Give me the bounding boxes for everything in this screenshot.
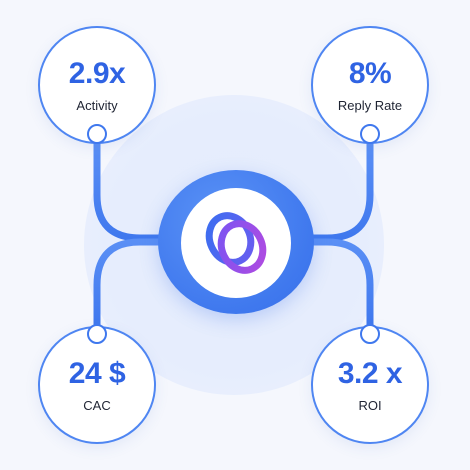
- metric-value: 24 $: [68, 356, 126, 390]
- connector-top-right: [301, 140, 374, 242]
- metric-card-roi: 3.2 x ROI: [311, 326, 429, 444]
- connector-bottom-left: [93, 238, 169, 330]
- connector-dot-top-right: [360, 124, 380, 144]
- metric-value: 2.9x: [68, 56, 126, 90]
- metric-card-cac: 24 $ CAC: [38, 326, 156, 444]
- connector-dot-bottom-right: [360, 324, 380, 344]
- interlocking-rings-logo-icon: [205, 212, 267, 274]
- connector-top-left: [93, 140, 169, 242]
- metric-label: CAC: [83, 397, 111, 413]
- hub-inner-circle: [181, 188, 291, 298]
- connector-bottom-right: [301, 238, 374, 330]
- connector-dot-bottom-left: [87, 324, 107, 344]
- connector-dot-top-left: [87, 124, 107, 144]
- metric-value: 3.2 x: [337, 356, 403, 390]
- metric-label: ROI: [358, 397, 382, 413]
- metric-value: 8%: [348, 56, 392, 90]
- metric-label: Activity: [76, 97, 118, 113]
- metric-label: Reply Rate: [337, 97, 403, 113]
